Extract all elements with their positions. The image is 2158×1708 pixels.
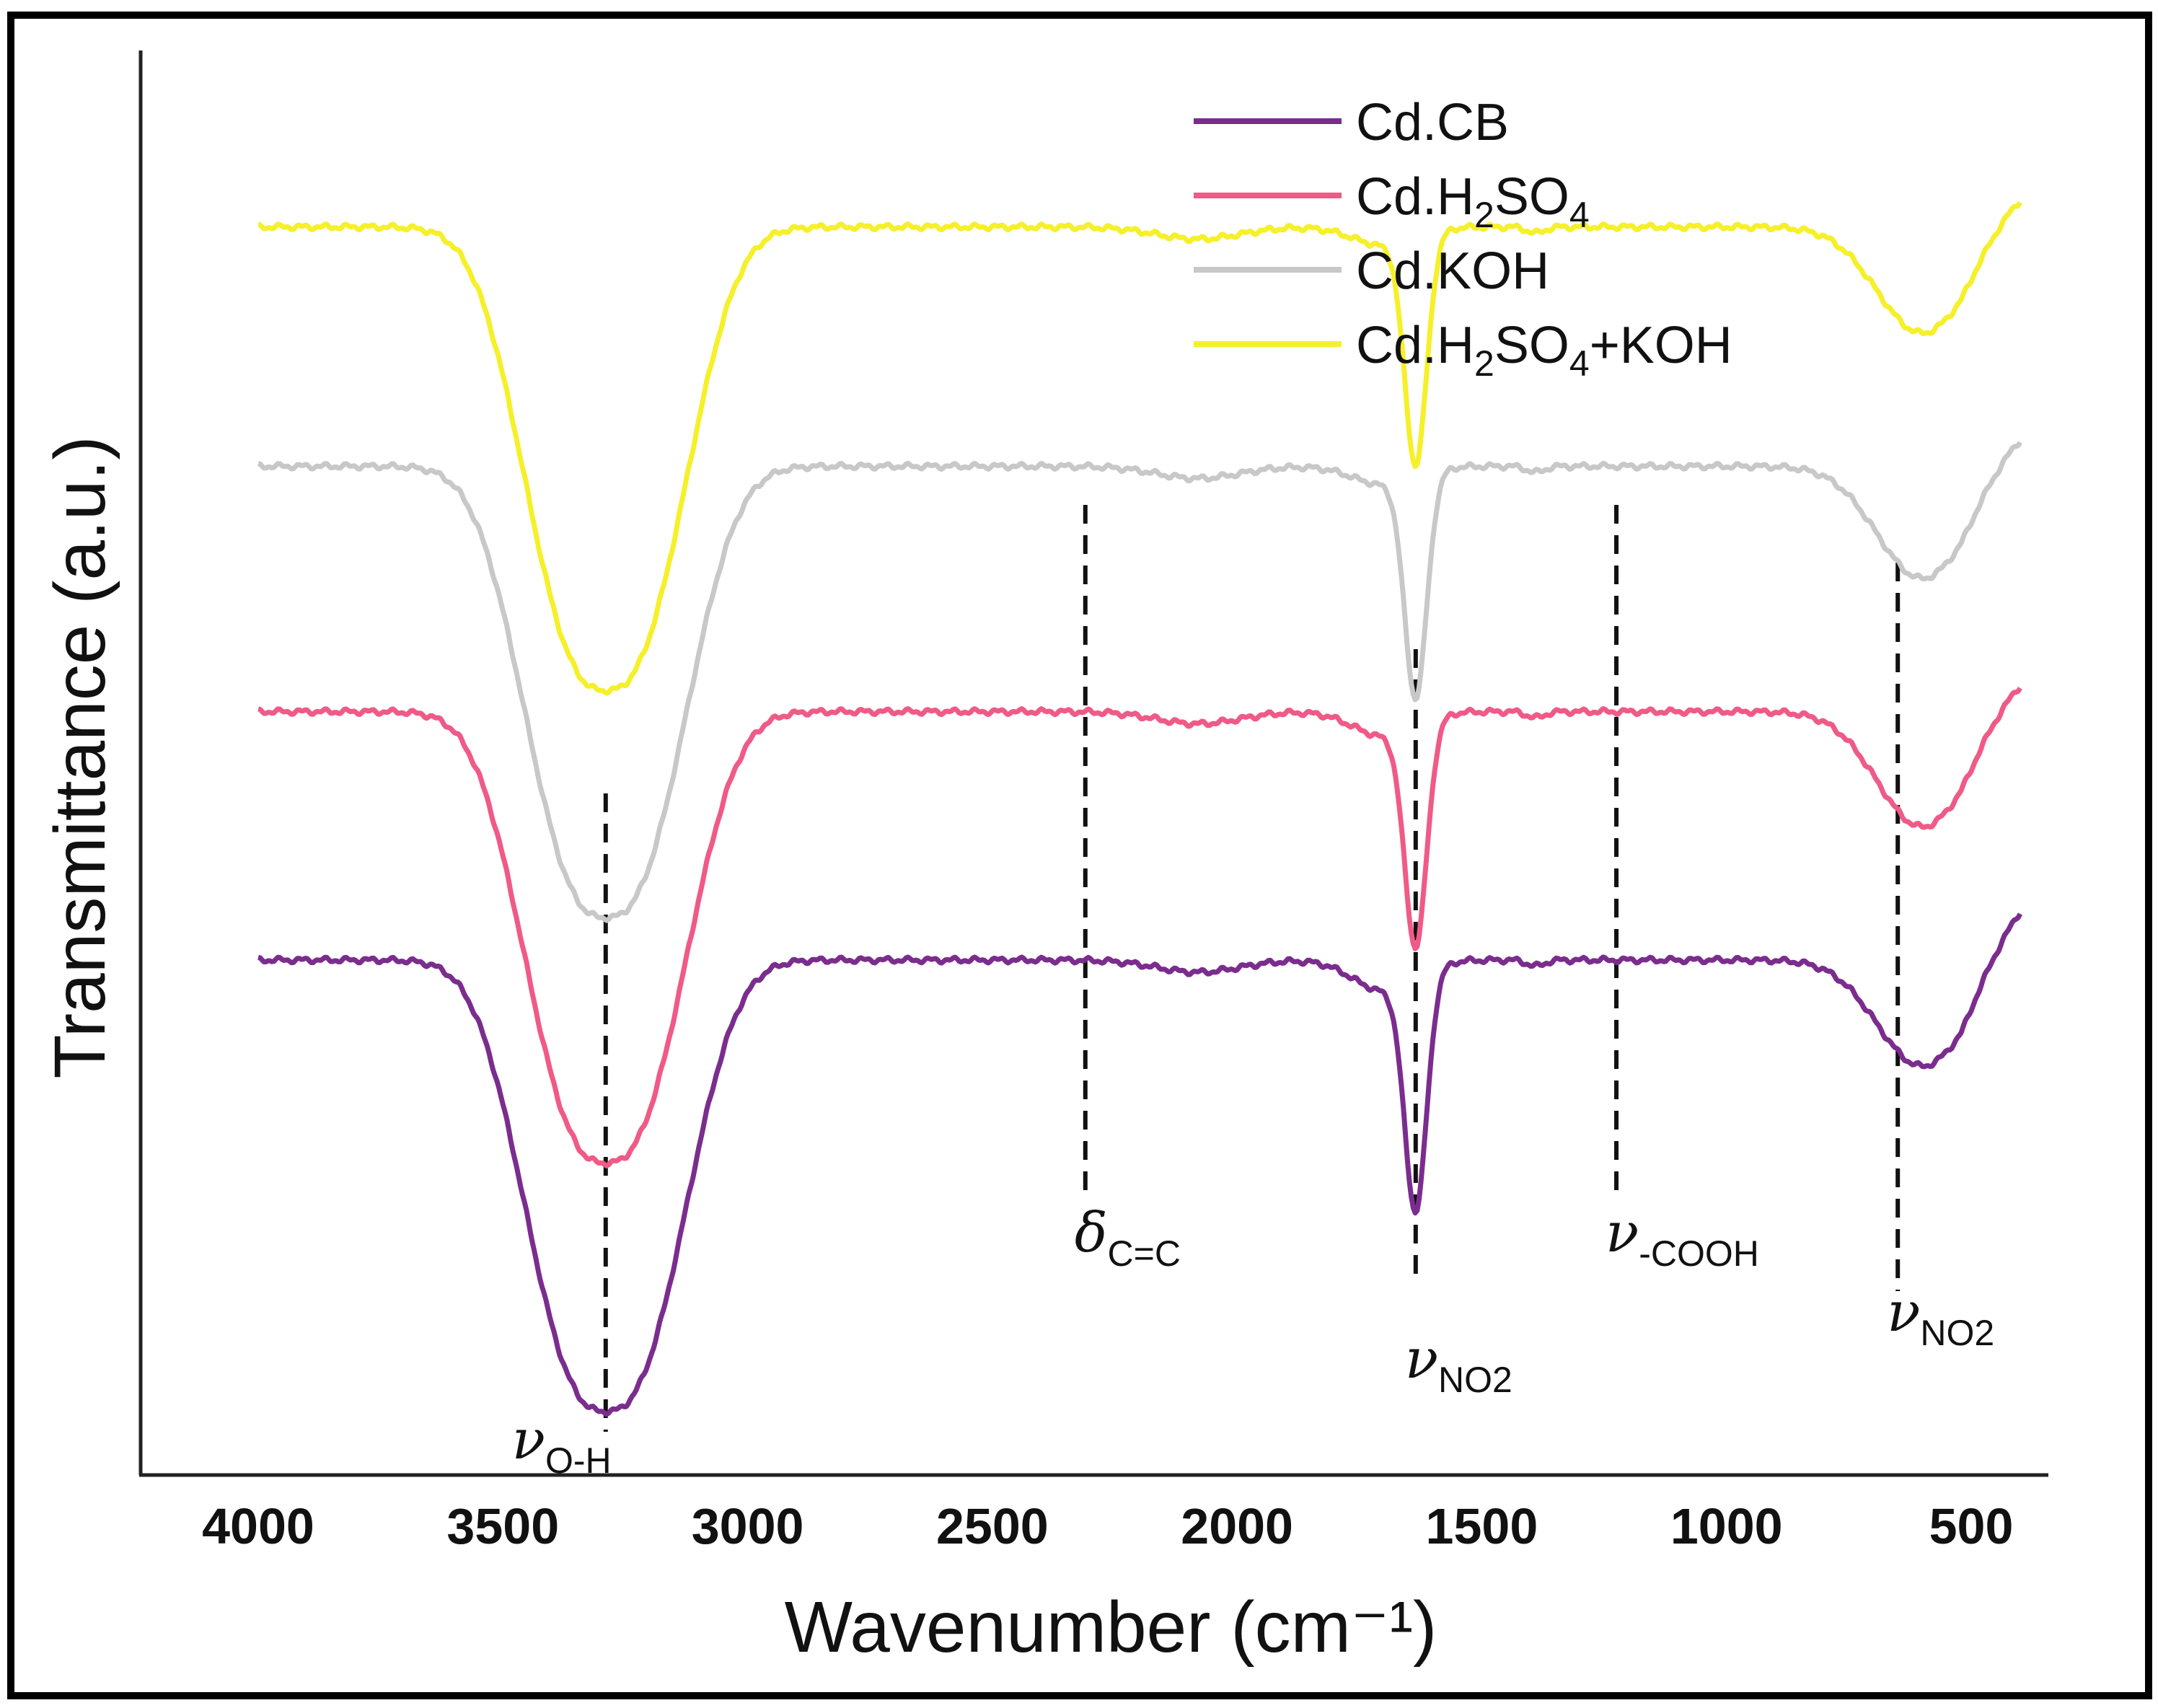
legend-label: Cd.H2SO4+KOH bbox=[1356, 317, 1732, 384]
series-line-cd-h2so4 bbox=[257, 687, 2022, 1168]
axes bbox=[138, 50, 2048, 1477]
y-axis-title: Transmittance (a.u.) bbox=[40, 436, 120, 1078]
annotation-label: ν-COOH bbox=[1606, 1200, 1759, 1274]
x-tick-label: 500 bbox=[1929, 1498, 2014, 1554]
series-line-cd-koh bbox=[257, 441, 2022, 923]
x-tick-label: 1000 bbox=[1670, 1498, 1783, 1554]
x-tick-label: 2000 bbox=[1181, 1498, 1293, 1554]
x-tick-labels: 4000 3500 3000 2500 2000 1500 1000 500 bbox=[202, 1498, 2013, 1554]
annotation-label: νNO2 bbox=[1405, 1326, 1512, 1400]
x-tick-label: 3500 bbox=[446, 1498, 559, 1554]
annotation-label: νO-H bbox=[512, 1407, 612, 1481]
annotation-labels: νO-H δC=C νNO2 ν-COOH νNO2 bbox=[512, 1200, 1994, 1481]
figure-frame bbox=[7, 12, 2152, 1699]
series-line-cd-h2so4-koh bbox=[257, 201, 2022, 696]
annotation-lines bbox=[603, 505, 1901, 1432]
series-line-cd-cb bbox=[257, 912, 2022, 1417]
spectra bbox=[257, 201, 2022, 1417]
x-tick-label: 3000 bbox=[692, 1498, 804, 1554]
x-tick-label: 4000 bbox=[202, 1498, 314, 1554]
legend: Cd.CB Cd.H2SO4 Cd.KOH Cd.H2SO4+KOH bbox=[1194, 94, 1732, 384]
x-tick-label: 2500 bbox=[936, 1498, 1049, 1554]
legend-label: Cd.H2SO4 bbox=[1356, 168, 1590, 235]
x-axis-title: Wavenumber (cm⁻¹) bbox=[785, 1587, 1437, 1668]
annotation-label: νNO2 bbox=[1887, 1280, 1994, 1353]
x-tick-label: 1500 bbox=[1426, 1498, 1538, 1554]
legend-label: Cd.KOH bbox=[1356, 242, 1549, 300]
annotation-label: δC=C bbox=[1075, 1200, 1181, 1274]
legend-label: Cd.CB bbox=[1356, 94, 1509, 151]
